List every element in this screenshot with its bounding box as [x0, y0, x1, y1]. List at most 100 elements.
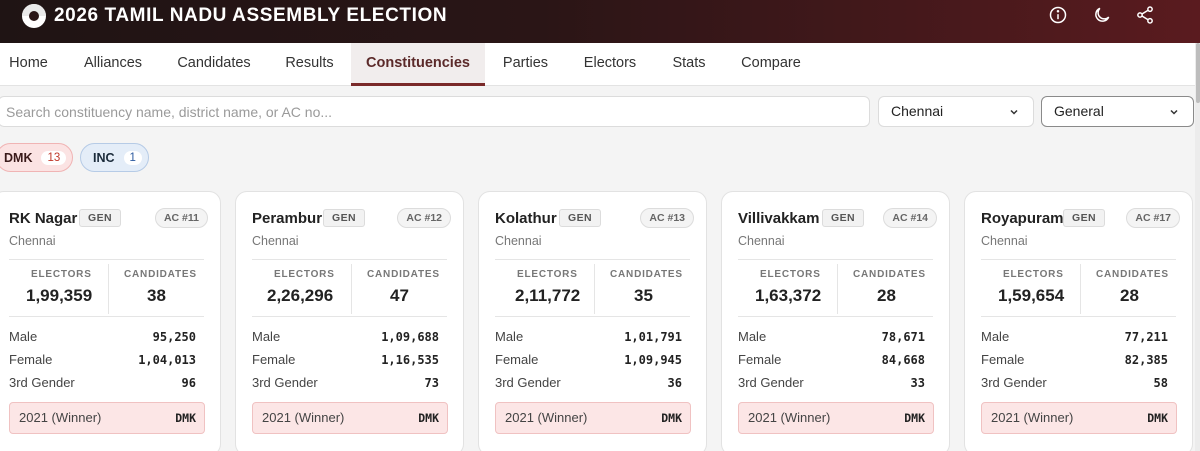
winner-2021-box: 2021 (Winner) DMK: [738, 402, 934, 434]
male-label: Male: [495, 329, 524, 344]
category-badge: GEN: [323, 209, 365, 227]
constituency-card[interactable]: Villivakkam GEN AC #14 Chennai ELECTORS …: [721, 191, 950, 451]
winner-2021-party: DMK: [175, 411, 196, 425]
third-gender-value: 73: [424, 376, 439, 390]
candidates-label: CANDIDATES: [853, 269, 926, 280]
tab-compare[interactable]: Compare: [741, 55, 801, 71]
female-label: Female: [495, 352, 539, 367]
female-value: 82,385: [1124, 353, 1168, 367]
moon-icon[interactable]: [1091, 4, 1113, 26]
winner-2021-party: DMK: [904, 411, 925, 425]
category-select[interactable]: General: [1041, 96, 1194, 127]
chip-party-label: DMK: [4, 150, 33, 165]
third-gender-label: 3rd Gender: [981, 375, 1047, 390]
constituency-card[interactable]: RK Nagar GEN AC #11 Chennai ELECTORS 1,9…: [0, 191, 221, 451]
divider: [108, 264, 109, 314]
divider: [252, 259, 447, 260]
category-select-value: General: [1054, 103, 1104, 119]
share-icon[interactable]: [1134, 4, 1156, 26]
constituency-name: Royapuram: [981, 210, 1064, 227]
third-gender-value: 33: [910, 376, 925, 390]
party-chip-dmk[interactable]: DMK 13: [0, 143, 73, 172]
male-value: 1,09,688: [381, 330, 439, 344]
tab-alliances[interactable]: Alliances: [83, 55, 143, 71]
candidates-value: 28: [877, 286, 896, 305]
candidates-label: CANDIDATES: [124, 269, 197, 280]
tab-electors[interactable]: Electors: [583, 55, 637, 71]
divider: [594, 264, 595, 314]
female-value: 1,16,535: [381, 353, 439, 367]
constituency-card[interactable]: Perambur GEN AC #12 Chennai ELECTORS 2,2…: [235, 191, 464, 451]
divider: [495, 259, 690, 260]
app-logo: [22, 4, 46, 28]
tab-parties[interactable]: Parties: [502, 55, 549, 71]
winner-2021-label: 2021 (Winner): [991, 410, 1074, 425]
male-label: Male: [9, 329, 38, 344]
third-gender-label: 3rd Gender: [252, 375, 318, 390]
ac-number-badge: AC #11: [154, 208, 208, 228]
third-gender-label: 3rd Gender: [9, 375, 75, 390]
candidates-value: 38: [147, 286, 166, 305]
winner-2021-box: 2021 (Winner) DMK: [252, 402, 448, 434]
ac-number-badge: AC #13: [640, 208, 694, 228]
constituency-name: RK Nagar: [9, 210, 78, 227]
constituency-name: Kolathur: [495, 210, 557, 227]
female-value: 84,668: [881, 353, 925, 367]
tab-candidates[interactable]: Candidates: [177, 55, 251, 71]
district-label: Chennai: [9, 234, 56, 248]
female-label: Female: [981, 352, 1025, 367]
divider: [1080, 264, 1081, 314]
electors-value: 1,99,359: [26, 286, 93, 305]
category-badge: GEN: [822, 209, 864, 227]
scrollbar[interactable]: [1195, 43, 1200, 451]
scrollbar-thumb[interactable]: [1196, 43, 1200, 103]
winner-2021-party: DMK: [661, 411, 682, 425]
category-badge: GEN: [559, 209, 601, 227]
chip-count: 1: [123, 150, 142, 165]
electors-value: 2,11,772: [515, 286, 581, 305]
electors-label: ELECTORS: [1003, 269, 1064, 280]
candidates-label: CANDIDATES: [1096, 269, 1169, 280]
divider: [252, 316, 447, 317]
female-label: Female: [738, 352, 782, 367]
district-select-value: Chennai: [891, 103, 944, 119]
candidates-label: CANDIDATES: [367, 269, 440, 280]
search-input[interactable]: [0, 96, 870, 127]
constituency-card[interactable]: Royapuram GEN AC #17 Chennai ELECTORS 1,…: [964, 191, 1193, 451]
winner-2021-label: 2021 (Winner): [505, 410, 588, 425]
male-label: Male: [252, 329, 281, 344]
tab-home[interactable]: Home: [9, 55, 48, 71]
party-chip-inc[interactable]: INC 1: [80, 143, 149, 172]
district-label: Chennai: [981, 234, 1028, 248]
electors-label: ELECTORS: [760, 269, 821, 280]
female-value: 1,09,945: [624, 353, 682, 367]
ac-number-badge: AC #17: [1126, 208, 1180, 228]
district-select[interactable]: Chennai: [878, 96, 1034, 127]
winner-2021-box: 2021 (Winner) DMK: [981, 402, 1177, 434]
district-label: Chennai: [738, 234, 785, 248]
chevron-down-icon: [1170, 109, 1178, 115]
tab-constituencies[interactable]: Constituencies: [351, 43, 485, 86]
third-gender-label: 3rd Gender: [495, 375, 561, 390]
main-nav: Home Alliances Candidates Results Consti…: [0, 43, 1195, 86]
winner-2021-box: 2021 (Winner) DMK: [495, 402, 691, 434]
divider: [738, 259, 933, 260]
electors-label: ELECTORS: [517, 269, 578, 280]
tab-results[interactable]: Results: [285, 55, 334, 71]
electors-value: 1,63,372: [755, 286, 822, 305]
third-gender-label: 3rd Gender: [738, 375, 804, 390]
male-value: 95,250: [152, 330, 196, 344]
male-label: Male: [738, 329, 767, 344]
constituency-card[interactable]: Kolathur GEN AC #13 Chennai ELECTORS 2,1…: [478, 191, 707, 451]
female-label: Female: [252, 352, 296, 367]
info-icon[interactable]: [1047, 4, 1069, 26]
candidates-value: 47: [390, 286, 409, 305]
category-badge: GEN: [79, 209, 121, 227]
chip-count: 13: [41, 150, 67, 165]
divider: [981, 316, 1176, 317]
divider: [351, 264, 352, 314]
tab-stats[interactable]: Stats: [672, 55, 706, 71]
divider: [9, 259, 204, 260]
district-label: Chennai: [495, 234, 542, 248]
divider: [9, 316, 204, 317]
